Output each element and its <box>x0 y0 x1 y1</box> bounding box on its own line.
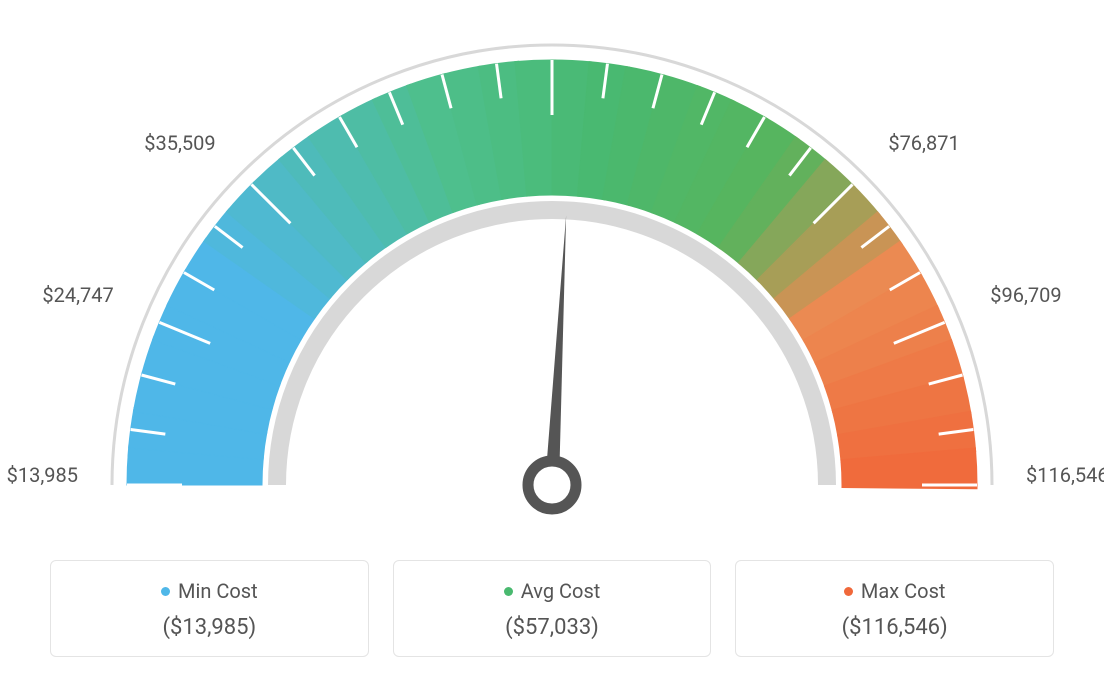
bullet-max-icon <box>844 587 853 596</box>
legend-value-avg: ($57,033) <box>404 615 701 640</box>
legend-card-max: Max Cost ($116,546) <box>735 560 1054 657</box>
gauge-chart: $13,985$24,747$35,509$57,033$76,871$96,7… <box>0 0 1104 530</box>
legend-value-max: ($116,546) <box>746 615 1043 640</box>
gauge-tick-label: $24,747 <box>42 283 113 307</box>
gauge-tick-label: $96,709 <box>990 283 1061 307</box>
bullet-min-icon <box>161 587 170 596</box>
legend-label-avg: Avg Cost <box>521 579 601 603</box>
gauge-tick-label: $35,509 <box>144 131 215 155</box>
gauge-svg <box>0 0 1104 530</box>
legend-card-avg: Avg Cost ($57,033) <box>393 560 712 657</box>
bullet-avg-icon <box>504 587 513 596</box>
legend-label-min: Min Cost <box>178 579 258 603</box>
legend-title-max: Max Cost <box>844 579 946 603</box>
legend-card-min: Min Cost ($13,985) <box>50 560 369 657</box>
gauge-tick-label: $76,871 <box>888 131 959 155</box>
gauge-tick-label: $116,546 <box>1026 463 1104 487</box>
legend-title-min: Min Cost <box>161 579 258 603</box>
gauge-tick-label: $13,985 <box>7 463 78 487</box>
legend-title-avg: Avg Cost <box>504 579 601 603</box>
legend-label-max: Max Cost <box>861 579 946 603</box>
legend-value-min: ($13,985) <box>61 615 358 640</box>
legend-row: Min Cost ($13,985) Avg Cost ($57,033) Ma… <box>50 560 1054 657</box>
